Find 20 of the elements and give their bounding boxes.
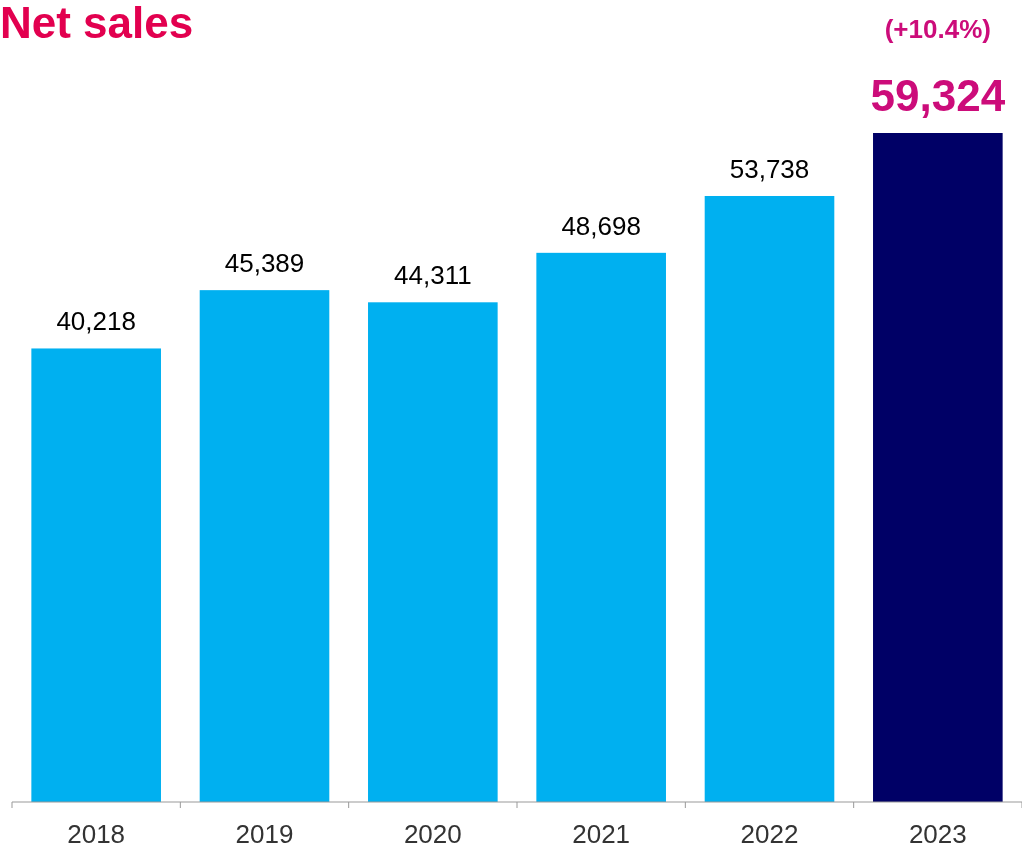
data-label: 48,698 xyxy=(561,210,641,241)
text: (+10.4%) xyxy=(884,14,991,44)
bar xyxy=(536,252,666,802)
data-label: 40,218 xyxy=(56,306,136,337)
x-tick-label: 2020 xyxy=(403,819,462,849)
bar xyxy=(199,290,330,802)
bar xyxy=(704,195,835,802)
x-tick-label: 2018 xyxy=(67,819,126,849)
bar xyxy=(368,302,498,802)
x-tick-label: 2019 xyxy=(235,819,294,849)
x-tick-label: 2021 xyxy=(572,819,631,849)
bar xyxy=(873,133,1003,802)
x-tick-label: 2023 xyxy=(908,819,967,849)
bar xyxy=(31,348,161,802)
chart-title: Net sales xyxy=(0,0,194,47)
data-label: 53,738 xyxy=(729,153,810,184)
x-tick-label: 2022 xyxy=(740,819,799,849)
data-label: 59,324 xyxy=(870,71,1006,120)
data-label: 44,311 xyxy=(394,260,472,291)
data-label: 45,389 xyxy=(224,248,305,279)
